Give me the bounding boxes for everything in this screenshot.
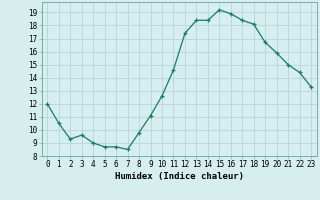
X-axis label: Humidex (Indice chaleur): Humidex (Indice chaleur) bbox=[115, 172, 244, 181]
